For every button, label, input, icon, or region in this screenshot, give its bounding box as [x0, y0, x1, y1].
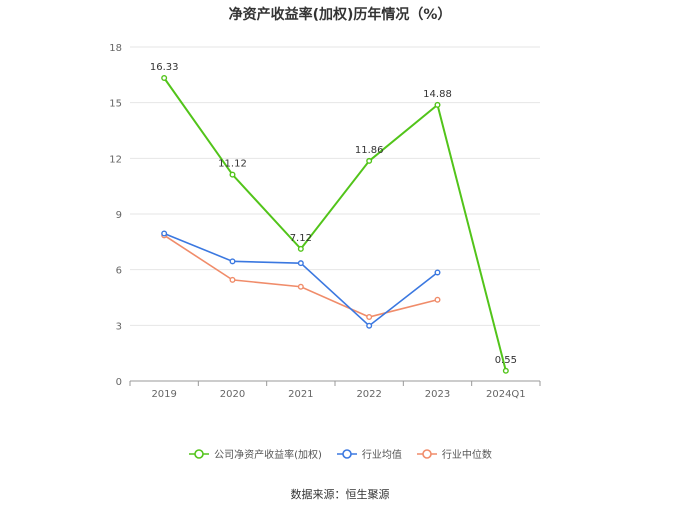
y-tick-label: 9	[116, 210, 122, 221]
data-point	[434, 269, 441, 276]
x-tick-label: 2024Q1	[486, 389, 526, 400]
legend-label: 公司净资产收益率(加权)	[214, 450, 322, 461]
legend-marker-circle	[422, 448, 432, 459]
legend-marker-icon	[416, 448, 437, 459]
chart-title: 净资产收益率(加权)历年情况（%）	[228, 7, 452, 23]
data-label: 0.55	[495, 355, 517, 366]
data-point	[366, 322, 373, 329]
data-point	[434, 296, 441, 303]
legend-marker-circle	[194, 448, 204, 459]
data-point	[366, 313, 373, 320]
series-lines	[161, 74, 509, 374]
data-label: 11.86	[355, 145, 384, 156]
legend-item[interactable]: 行业中位数	[416, 446, 492, 461]
y-tick-label: 6	[116, 266, 122, 277]
data-point	[161, 74, 168, 81]
x-tick-label: 2019	[151, 389, 176, 400]
data-point	[297, 245, 304, 252]
legend-item[interactable]: 行业均值	[336, 446, 402, 461]
legend-marker-icon	[189, 448, 210, 459]
y-tick-label: 18	[109, 43, 122, 54]
data-point	[434, 101, 441, 108]
y-tick-label: 3	[116, 321, 122, 332]
x-tick-label: 2023	[425, 389, 450, 400]
legend-item[interactable]: 公司净资产收益率(加权)	[188, 446, 322, 461]
data-labels: 16.33 11.12 7.12 11.86 14.88 0.55	[150, 62, 517, 366]
legend-marker-circle	[342, 448, 352, 459]
data-point	[229, 171, 236, 178]
y-tick-label: 15	[109, 99, 122, 110]
data-label: 11.12	[218, 159, 247, 170]
legend-marker-icon	[336, 448, 357, 459]
axes: 0 3 6 9 12 15 18 2019 2020 2021 2022 2023 2024Q1	[109, 43, 541, 400]
data-point	[297, 260, 304, 267]
data-point	[366, 157, 373, 164]
grid-lines	[130, 46, 540, 326]
source-note: 数据来源：恒生聚源	[290, 488, 390, 501]
data-label: 14.88	[423, 89, 452, 100]
legend-label: 行业均值	[361, 450, 402, 461]
legend-label: 行业中位数	[441, 450, 492, 461]
series-line	[163, 77, 507, 372]
y-tick-label: 12	[109, 154, 122, 165]
data-point	[502, 367, 509, 374]
data-point	[229, 258, 236, 265]
x-tick-label: 2021	[288, 389, 313, 400]
data-label: 7.12	[290, 233, 312, 244]
data-point	[161, 230, 168, 237]
data-point	[297, 283, 304, 290]
data-label: 16.33	[150, 62, 179, 73]
y-tick-label: 0	[116, 377, 122, 388]
x-tick-label: 2020	[220, 389, 245, 400]
x-tick-label: 2022	[356, 389, 381, 400]
data-point	[229, 276, 236, 283]
legend: 公司净资产收益率(加权) 行业均值 行业中位数	[0, 446, 680, 461]
